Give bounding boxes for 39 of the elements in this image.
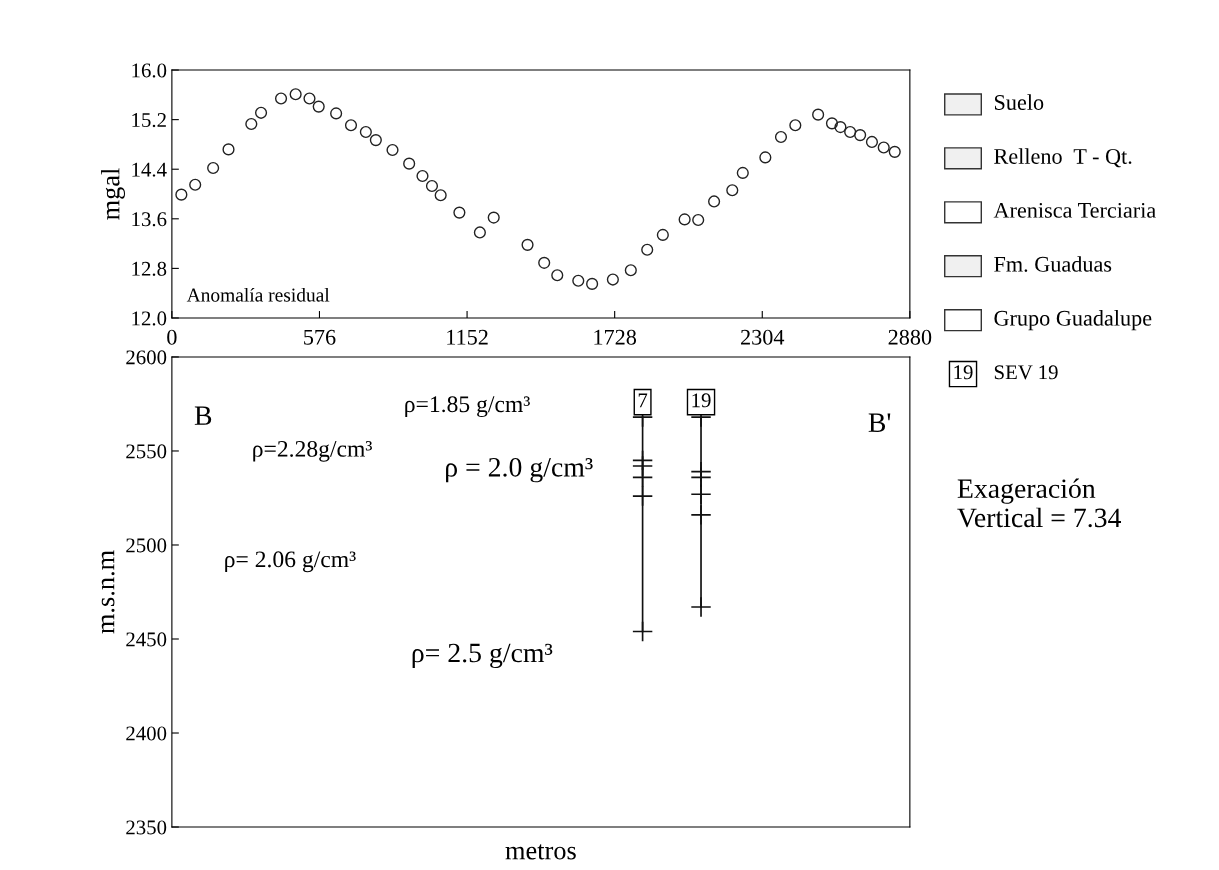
annotation: ρ=1.85 g/cm³	[405, 396, 530, 418]
annotation: 7	[638, 393, 648, 408]
annotation: B'	[868, 413, 891, 432]
text: Exageración Vertical = 7.34	[957, 478, 1122, 528]
annotation: B	[194, 406, 212, 425]
y-tick-label: 12.8	[132, 261, 167, 276]
y-tick-label: 2450	[126, 632, 167, 647]
text: Arenisca Terciaria	[993, 202, 1156, 218]
y-tick-label: 2350	[126, 820, 167, 835]
annotation: ρ= 2.5 g/cm³	[412, 643, 553, 669]
text: SEV 19	[994, 365, 1058, 380]
annotation: Anomalía residual	[186, 287, 330, 302]
x-tick-label: 576	[304, 329, 336, 345]
y-tick-label: 12.0	[132, 311, 167, 326]
annotation: ρ=2.28g/cm³	[253, 440, 372, 462]
text: 19	[954, 365, 973, 380]
x-tick-label: 1152	[447, 329, 488, 345]
y-tick-label: 2500	[126, 538, 167, 553]
y-tick-label: 16.0	[132, 63, 167, 78]
annotation: ρ= 2.06 g/cm³	[225, 551, 356, 573]
text: Fm. Guaduas	[994, 256, 1112, 272]
text: Relleno T - Qt.	[994, 148, 1132, 168]
y-tick-label: 14.4	[132, 162, 167, 177]
text: Grupo Guadalupe	[994, 310, 1152, 331]
y-tick-label: 2600	[126, 350, 167, 365]
y-axis-title: m.s.n.m	[101, 550, 115, 634]
y-axis-title: mgal	[101, 168, 125, 220]
annotation: ρ = 2.0 g/cm³	[446, 457, 593, 483]
x-tick-label: 1728	[594, 329, 637, 345]
y-tick-label: 2400	[126, 726, 167, 741]
x-axis-title: metros	[505, 844, 576, 860]
x-tick-label: 2304	[741, 329, 785, 345]
text: Suelo	[994, 94, 1044, 110]
y-tick-label: 13.6	[132, 212, 167, 227]
annotation: 19	[692, 393, 711, 408]
x-tick-label: 2880	[888, 329, 932, 345]
x-tick-label: 0	[167, 329, 177, 345]
y-tick-label: 2550	[126, 444, 167, 459]
y-tick-label: 15.2	[132, 113, 166, 128]
